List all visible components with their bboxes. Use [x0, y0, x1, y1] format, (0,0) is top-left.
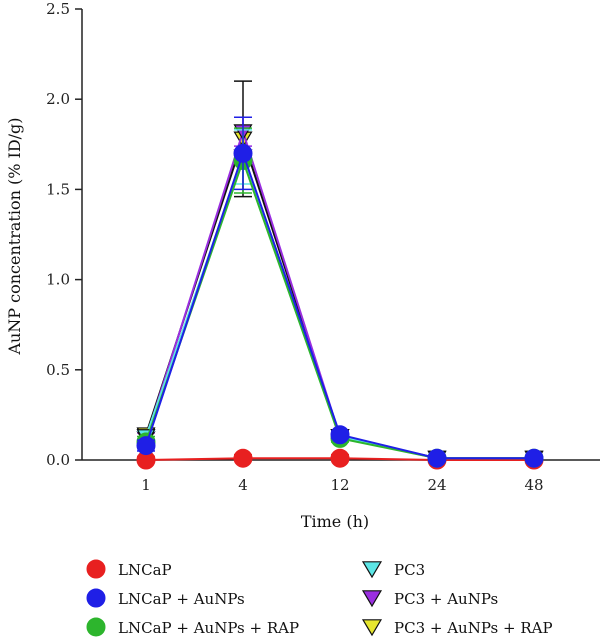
series-line — [145, 157, 534, 460]
y-tick-label: 1.5 — [46, 180, 70, 198]
legend-item: PC3 + AuNPs — [361, 590, 498, 608]
data-point — [330, 425, 350, 445]
x-tick-label: 4 — [238, 476, 248, 494]
legend-marker — [86, 617, 106, 637]
legend-item: LNCaP + AuNPs + RAP — [86, 617, 299, 637]
y-tick-label: 2.0 — [46, 90, 70, 108]
series-line — [145, 150, 534, 460]
x-tick-label: 48 — [524, 476, 543, 494]
series-lncap-aunps — [136, 116, 544, 468]
y-tick-label: 1.0 — [46, 271, 70, 289]
series-line — [145, 135, 534, 460]
legend-item: PC3 + AuNPs + RAP — [361, 619, 553, 637]
y-axis-label: AuNP concentration (% ID/g) — [5, 117, 24, 355]
series-line — [145, 128, 534, 460]
legend-label: PC3 + AuNPs + RAP — [394, 619, 553, 637]
legend-label: PC3 + AuNPs — [394, 590, 498, 608]
legend-label: PC3 — [394, 561, 425, 579]
legend-marker — [361, 590, 383, 608]
axes: 0.0 0.5 1.0 1.5 2.0 2.5 1 4 12 24 48 — [46, 0, 600, 494]
series-line — [145, 153, 534, 460]
plot-area — [136, 80, 544, 470]
legend-label: LNCaP + AuNPs + RAP — [118, 619, 299, 637]
data-point — [233, 448, 253, 468]
legend-marker — [86, 588, 106, 608]
legend-marker — [361, 619, 383, 637]
x-tick-label: 12 — [330, 476, 349, 494]
x-tick-label: 1 — [141, 476, 151, 494]
x-axis-label: Time (h) — [301, 512, 369, 531]
legend: LNCaP LNCaP + AuNPs LNCaP + AuNPs + RAP PC3… — [86, 559, 553, 637]
data-point — [524, 448, 544, 468]
legend-marker — [361, 561, 383, 579]
series-pc3 — [136, 129, 544, 468]
series-lncap-aunps-rap — [136, 127, 544, 468]
data-point — [330, 448, 350, 468]
legend-item: LNCaP — [86, 559, 172, 579]
x-tick-label: 24 — [427, 476, 446, 494]
legend-label: LNCaP — [118, 561, 172, 579]
legend-label: LNCaP + AuNPs — [118, 590, 245, 608]
data-point — [427, 448, 447, 468]
y-tick-label: 2.5 — [46, 0, 70, 18]
y-tick-label: 0.0 — [46, 451, 70, 469]
y-tick-label: 0.5 — [46, 361, 70, 379]
data-point — [233, 143, 253, 163]
legend-item: LNCaP + AuNPs — [86, 588, 245, 608]
legend-marker — [86, 559, 106, 579]
data-point — [136, 436, 156, 456]
legend-item: PC3 — [361, 561, 425, 579]
